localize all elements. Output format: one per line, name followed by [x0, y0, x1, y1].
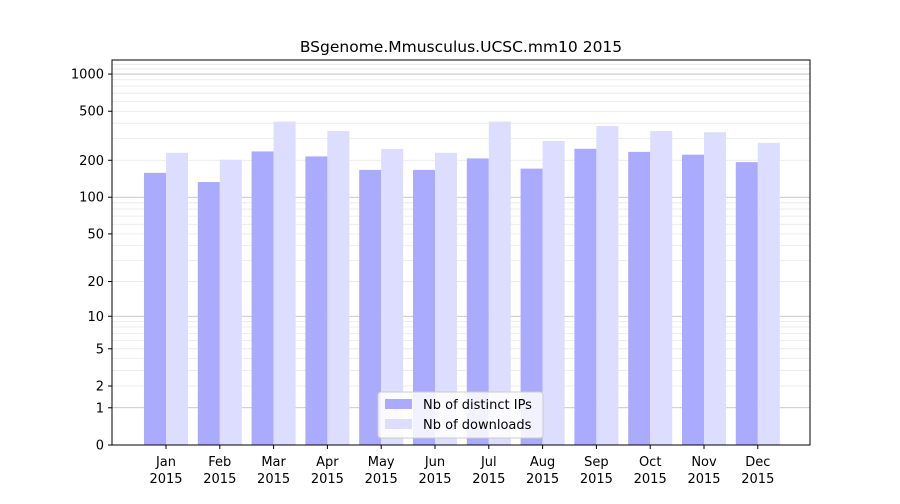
bar-downloads: [596, 125, 619, 446]
bars-layer: [144, 121, 780, 446]
x-tick-label-month: Aug: [530, 455, 555, 470]
bar-downloads: [435, 152, 457, 445]
x-tick-label-month: Oct: [639, 455, 661, 470]
x-tick-label-year: 2015: [741, 472, 774, 487]
x-tick-label-year: 2015: [418, 472, 451, 487]
bar-distinct-ips: [197, 182, 220, 445]
bar-distinct-ips: [466, 158, 489, 445]
x-tick-label-year: 2015: [257, 472, 290, 487]
x-tick-label-year: 2015: [526, 472, 559, 487]
bar-downloads: [327, 131, 350, 446]
bar-downloads: [650, 131, 673, 446]
legend: Nb of distinct IPs Nb of downloads: [377, 391, 544, 439]
y-tick-label: 10: [87, 310, 104, 325]
x-tick-label-year: 2015: [203, 472, 236, 487]
x-axis: Jan 2015 Feb 2015 Mar 2015 Apr 2015 May 2015 Jun 20…: [149, 445, 774, 487]
bar-distinct-ips: [628, 151, 651, 445]
y-tick-label: 50: [87, 227, 104, 242]
bar-distinct-ips: [305, 156, 328, 446]
x-tick-label-year: 2015: [687, 472, 720, 487]
bar-distinct-ips: [251, 151, 274, 446]
y-axis: 0 1 2 5 10 20 50 100 200 500 1000: [71, 68, 112, 454]
y-tick-label: 2: [96, 380, 104, 395]
legend-label: Nb of distinct IPs: [423, 398, 532, 413]
y-tick-label: 0: [96, 439, 104, 454]
x-tick-label-month: Apr: [316, 455, 339, 470]
x-tick-label-year: 2015: [311, 472, 344, 487]
x-tick-label-month: Mar: [261, 455, 286, 470]
y-tick-label: 500: [79, 105, 104, 120]
bar-distinct-ips: [520, 168, 543, 445]
y-tick-label: 1000: [71, 68, 104, 83]
bar-downloads: [488, 121, 511, 446]
bar-downloads: [381, 148, 404, 445]
bar-distinct-ips: [682, 154, 704, 445]
bar-distinct-ips: [413, 169, 435, 445]
x-tick-label-year: 2015: [580, 472, 613, 487]
y-tick-label: 200: [79, 154, 104, 169]
bar-distinct-ips: [735, 162, 758, 445]
bar-distinct-ips: [574, 148, 597, 446]
bar-downloads: [757, 142, 780, 446]
bar-distinct-ips: [359, 169, 382, 445]
x-tick-label-month: Nov: [691, 455, 717, 470]
bar-downloads: [219, 159, 242, 445]
x-tick-label-year: 2015: [365, 472, 398, 487]
bar-downloads: [273, 121, 296, 446]
x-tick-label-year: 2015: [149, 472, 182, 487]
bar-distinct-ips: [144, 172, 166, 445]
legend-box: [377, 391, 544, 439]
x-tick-label-month: Jun: [424, 455, 445, 470]
bar-downloads: [542, 140, 565, 445]
x-tick-label-year: 2015: [634, 472, 667, 487]
y-tick-label: 1: [96, 401, 104, 416]
y-tick-label: 100: [79, 191, 104, 206]
x-tick-label-month: Sep: [584, 455, 609, 470]
x-tick-label-month: Jan: [155, 455, 176, 470]
x-tick-label-month: Dec: [745, 455, 770, 470]
legend-label: Nb of downloads: [423, 418, 532, 433]
x-tick-label-month: May: [368, 455, 395, 470]
y-tick-label: 20: [87, 275, 104, 290]
x-tick-label-year: 2015: [472, 472, 505, 487]
bar-downloads: [166, 152, 188, 445]
y-tick-label: 5: [96, 342, 104, 357]
plot-frame: [111, 59, 811, 446]
x-tick-label-month: Jul: [480, 455, 497, 470]
chart-title: BSgenome.Mmusculus.UCSC.mm10 2015: [300, 38, 622, 56]
legend-swatch: [385, 399, 412, 409]
legend-swatch: [385, 419, 412, 429]
x-tick-label-month: Feb: [208, 455, 231, 470]
bar-downloads: [704, 132, 726, 445]
